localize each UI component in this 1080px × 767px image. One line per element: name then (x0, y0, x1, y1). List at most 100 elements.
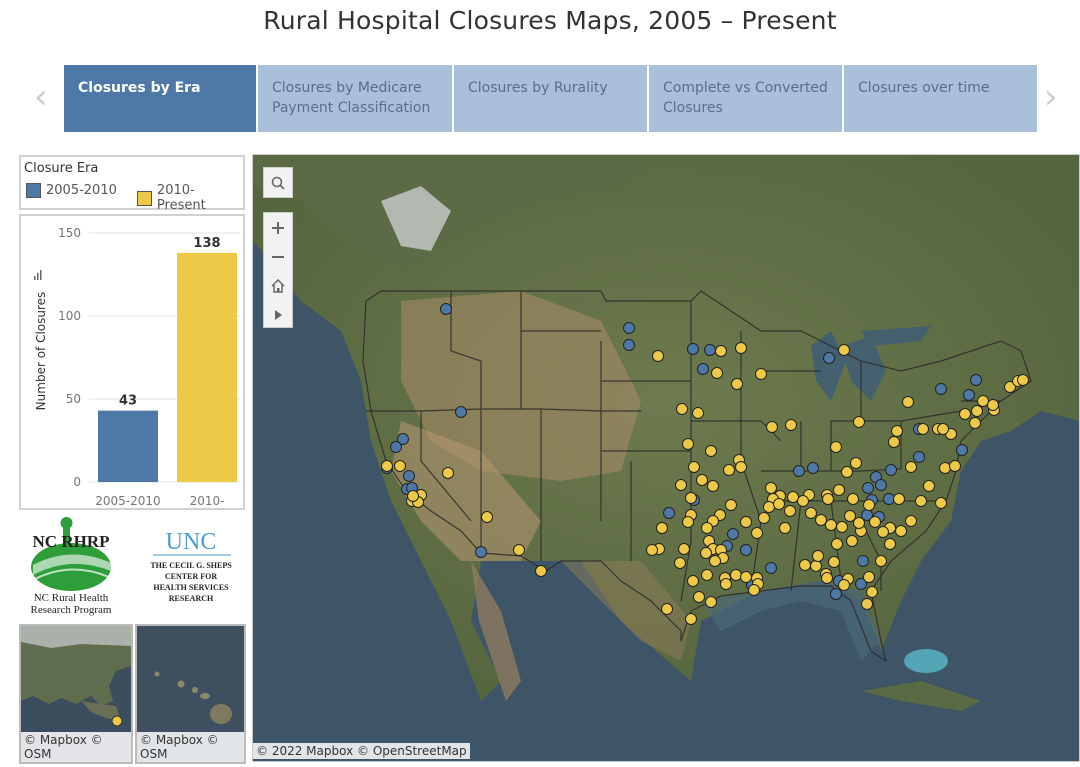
closure-point-2005-2010[interactable] (862, 482, 874, 494)
closure-point-2005-2010[interactable] (440, 303, 452, 315)
closure-point-2010-present[interactable] (652, 350, 664, 362)
closure-point-2010-present[interactable] (810, 560, 822, 572)
closure-point-2010-present[interactable] (863, 571, 875, 583)
closure-point-2010-present[interactable] (935, 497, 947, 509)
closure-point-2010-present[interactable] (831, 538, 843, 550)
closure-point-2010-present[interactable] (513, 544, 525, 556)
closure-point-2010-present[interactable] (675, 479, 687, 491)
closure-point-2010-present[interactable] (735, 461, 747, 473)
closure-point-2010-present[interactable] (766, 421, 778, 433)
closure-point-2010-present[interactable] (861, 598, 873, 610)
closure-point-2005-2010[interactable] (935, 383, 947, 395)
closure-point-2010-present[interactable] (763, 501, 775, 513)
closure-point-2010-present[interactable] (915, 495, 927, 507)
closure-point-2005-2010[interactable] (875, 479, 887, 491)
closure-point-2010-present[interactable] (381, 460, 393, 472)
closure-point-2010-present[interactable] (442, 467, 454, 479)
closure-point-2010-present[interactable] (893, 493, 905, 505)
closure-point-2010-present[interactable] (773, 498, 785, 510)
bar-2010-[interactable] (177, 252, 237, 482)
closure-point-2010-present[interactable] (884, 538, 896, 550)
closure-point-2005-2010[interactable] (687, 343, 699, 355)
closure-point-2010-present[interactable] (949, 460, 961, 472)
closure-point-2010-present[interactable] (709, 555, 721, 567)
closure-point-2010-present[interactable] (784, 505, 796, 517)
closure-point-2010-present[interactable] (707, 480, 719, 492)
closure-point-2005-2010[interactable] (663, 507, 675, 519)
play-icon[interactable] (264, 300, 292, 329)
closure-point-2010-present[interactable] (869, 516, 881, 528)
closure-point-2010-present[interactable] (866, 586, 878, 598)
closure-point-2010-present[interactable] (715, 345, 727, 357)
closure-point-2010-present[interactable] (731, 378, 743, 390)
closure-point-2005-2010[interactable] (885, 464, 897, 476)
search-icon[interactable] (264, 168, 292, 197)
closure-point-2010-present[interactable] (977, 395, 989, 407)
closure-point-2010-present[interactable] (797, 495, 809, 507)
closure-point-2005-2010[interactable] (913, 451, 925, 463)
closure-point-2010-present[interactable] (696, 474, 708, 486)
closure-point-2005-2010[interactable] (963, 389, 975, 401)
tab-closures-over-time[interactable]: Closures over time (844, 65, 1037, 132)
closure-point-2010-present[interactable] (844, 510, 856, 522)
closure-point-2010-present[interactable] (825, 519, 837, 531)
alaska-inset-map[interactable]: © Mapbox © OSM (19, 624, 133, 764)
closure-point-2005-2010[interactable] (970, 374, 982, 386)
closure-point-2005-2010[interactable] (740, 544, 752, 556)
closure-point-2010-present[interactable] (787, 491, 799, 503)
closure-point-2010-present[interactable] (682, 438, 694, 450)
next-arrow-icon[interactable]: › (1044, 77, 1058, 117)
closure-point-2010-present[interactable] (891, 425, 903, 437)
closure-point-2010-present[interactable] (730, 569, 742, 581)
closure-point-2010-present[interactable] (833, 484, 845, 496)
closure-point-2010-present[interactable] (661, 603, 673, 615)
closure-point-2010-present[interactable] (847, 493, 859, 505)
sort-icon[interactable] (34, 276, 36, 280)
closure-point-2010-present[interactable] (875, 555, 887, 567)
closure-point-2010-present[interactable] (693, 591, 705, 603)
closure-point-2010-present[interactable] (740, 571, 752, 583)
closure-point-2010-present[interactable] (740, 516, 752, 528)
closure-point-2010-present[interactable] (877, 526, 889, 538)
closure-point-2010-present[interactable] (917, 423, 929, 435)
closure-point-2010-present[interactable] (751, 527, 763, 539)
closure-point-2005-2010[interactable] (807, 462, 819, 474)
closure-point-2010-present[interactable] (735, 342, 747, 354)
us-map[interactable] (252, 154, 1080, 762)
closure-point-2010-present[interactable] (959, 408, 971, 420)
closure-point-2005-2010[interactable] (857, 555, 869, 567)
closure-point-2010-present[interactable] (841, 466, 853, 478)
closure-point-2010-present[interactable] (682, 516, 694, 528)
alaska-closure-point[interactable] (111, 715, 123, 727)
closure-point-2010-present[interactable] (779, 522, 791, 534)
closure-point-2010-present[interactable] (815, 514, 827, 526)
closure-point-2005-2010[interactable] (956, 444, 968, 456)
closure-point-2010-present[interactable] (758, 512, 770, 524)
closure-point-2010-present[interactable] (1017, 374, 1029, 386)
closure-point-2010-present[interactable] (656, 522, 668, 534)
closure-point-2005-2010[interactable] (704, 344, 716, 356)
closure-point-2010-present[interactable] (688, 461, 700, 473)
closure-point-2010-present[interactable] (939, 462, 951, 474)
closure-point-2010-present[interactable] (828, 556, 840, 568)
closure-point-2010-present[interactable] (705, 596, 717, 608)
closure-point-2005-2010[interactable] (623, 322, 635, 334)
closure-point-2010-present[interactable] (888, 436, 900, 448)
closure-point-2010-present[interactable] (812, 550, 824, 562)
closure-point-2005-2010[interactable] (793, 465, 805, 477)
closure-point-2010-present[interactable] (674, 557, 686, 569)
closure-point-2010-present[interactable] (748, 584, 760, 596)
closure-point-2010-present[interactable] (720, 578, 732, 590)
closure-point-2010-present[interactable] (701, 569, 713, 581)
zoom-in-icon[interactable] (264, 213, 292, 242)
closure-point-2010-present[interactable] (822, 493, 834, 505)
bar-2005-2010[interactable] (98, 410, 158, 482)
legend-item-2010-present[interactable]: 2010-Present (137, 183, 243, 213)
closure-point-2010-present[interactable] (853, 517, 865, 529)
closure-point-2010-present[interactable] (676, 403, 688, 415)
closure-point-2005-2010[interactable] (697, 363, 709, 375)
closure-point-2005-2010[interactable] (727, 528, 739, 540)
closure-point-2010-present[interactable] (725, 499, 737, 511)
prev-arrow-icon[interactable]: ‹ (34, 77, 48, 117)
closure-point-2005-2010[interactable] (855, 578, 867, 590)
